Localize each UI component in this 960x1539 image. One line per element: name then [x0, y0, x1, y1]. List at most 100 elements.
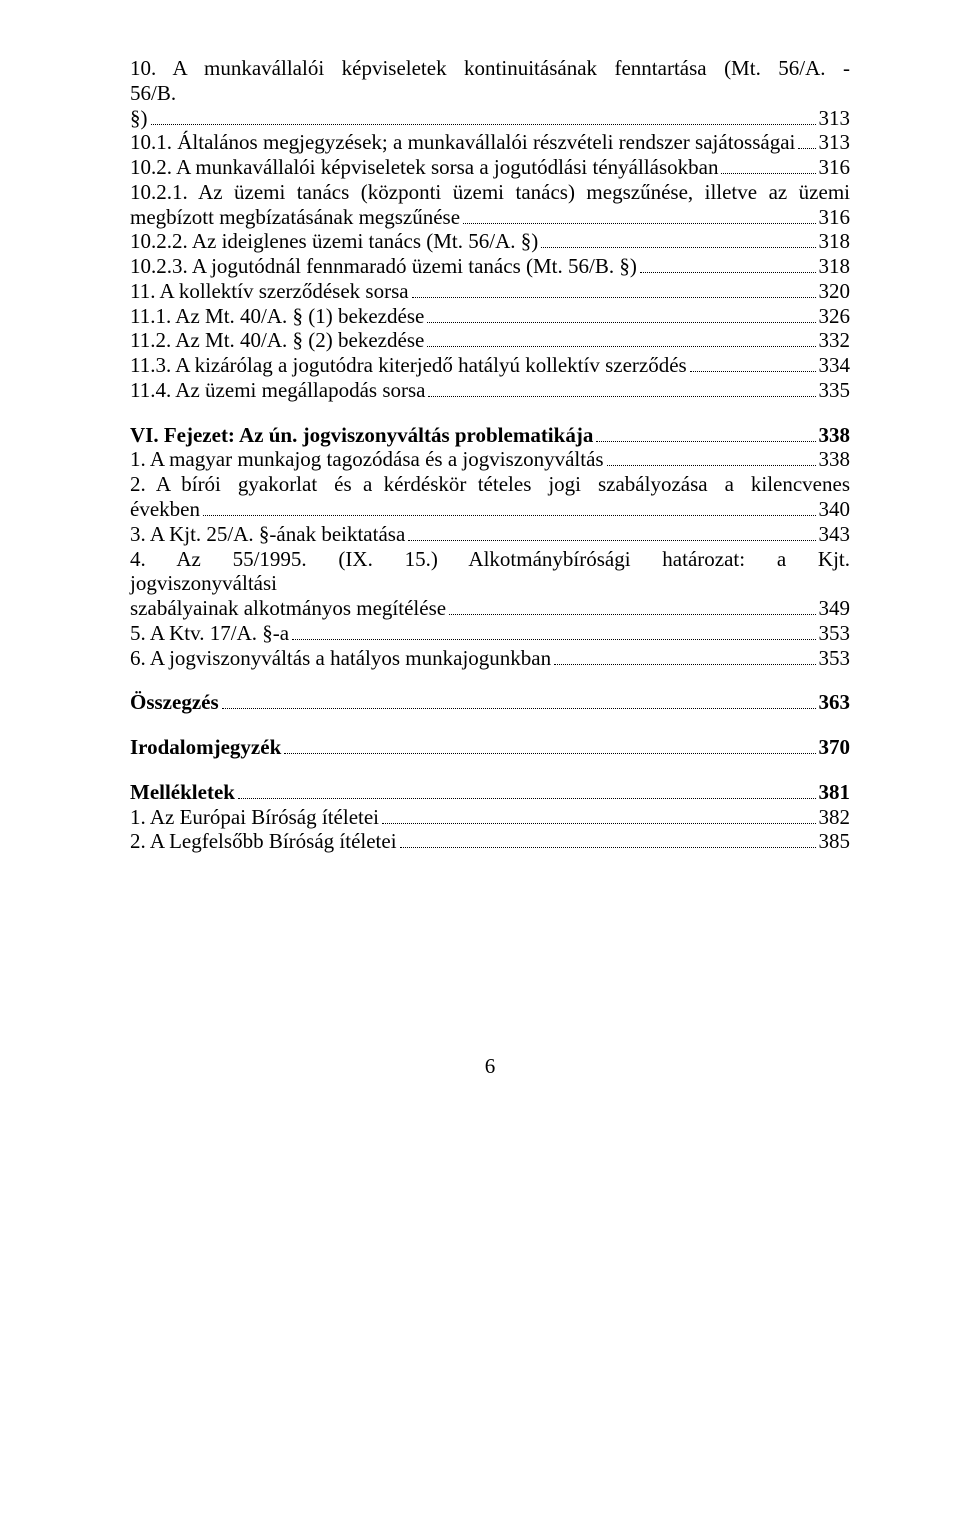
dot-leader: [408, 527, 815, 541]
blank-line: [130, 760, 850, 780]
toc-entry: 11. A kollektív szerződések sorsa 320: [130, 279, 850, 304]
toc-entry: VI. Fejezet: Az ún. jogviszonyváltás pro…: [130, 423, 850, 448]
toc-entry-page: 353: [819, 646, 851, 671]
toc-entry: szabályainak alkotmányos megítélése 349: [130, 596, 850, 621]
table-of-contents: 10. A munkavállalói képviseletek kontinu…: [130, 56, 850, 854]
dot-leader: [449, 601, 815, 615]
dot-leader: [541, 235, 815, 249]
page-number: 6: [130, 1054, 850, 1079]
toc-entry-label: 11.1. Az Mt. 40/A. § (1) bekezdése: [130, 304, 424, 329]
toc-entry-label: Mellékletek: [130, 780, 235, 805]
blank-line: [130, 403, 850, 423]
toc-entry: 3. A Kjt. 25/A. §-ának beiktatása 343: [130, 522, 850, 547]
toc-entry-page: 338: [819, 423, 851, 448]
toc-entry: 10.2.3. A jogutódnál fennmaradó üzemi ta…: [130, 254, 850, 279]
toc-entry-page: 318: [819, 229, 851, 254]
dot-leader: [382, 810, 815, 824]
dot-leader: [400, 835, 816, 849]
dot-leader: [554, 651, 815, 665]
toc-entry-page: 343: [819, 522, 851, 547]
toc-entry-label: 4. Az 55/1995. (IX. 15.) Alkotmánybírósá…: [130, 547, 850, 597]
toc-entry-label: 10.1. Általános megjegyzések; a munkavál…: [130, 130, 795, 155]
toc-entry-label: §): [130, 106, 148, 131]
toc-entry-label: VI. Fejezet: Az ún. jogviszonyváltás pro…: [130, 423, 593, 448]
toc-entry-label: 10. A munkavállalói képviseletek kontinu…: [130, 56, 850, 106]
dot-leader: [284, 741, 815, 755]
dot-leader: [607, 453, 816, 467]
toc-entry-page: 326: [819, 304, 851, 329]
toc-entry-page: 349: [819, 596, 851, 621]
toc-entry-page: 363: [819, 690, 851, 715]
toc-entry-label: Összegzés: [130, 690, 219, 715]
toc-entry: §) 313: [130, 106, 850, 131]
toc-entry-page: 332: [819, 328, 851, 353]
toc-entry: megbízott megbízatásának megszűnése 316: [130, 205, 850, 230]
toc-entry-page: 334: [819, 353, 851, 378]
toc-entry-page: 320: [819, 279, 851, 304]
toc-entry-label: 2. A bírói gyakorlat és a kérdéskör téte…: [130, 472, 850, 497]
toc-entry: Irodalomjegyzék 370: [130, 735, 850, 760]
dot-leader: [203, 502, 816, 516]
toc-entry-label: 11.4. Az üzemi megállapodás sorsa: [130, 378, 425, 403]
blank-line: [130, 715, 850, 735]
toc-entry: 11.3. A kizárólag a jogutódra kiterjedő …: [130, 353, 850, 378]
toc-entry-label: 3. A Kjt. 25/A. §-ának beiktatása: [130, 522, 405, 547]
toc-entry: 6. A jogviszonyváltás a hatályos munkajo…: [130, 646, 850, 671]
blank-line: [130, 670, 850, 690]
toc-entry-page: 316: [819, 155, 851, 180]
toc-entry-label: 1. A magyar munkajog tagozódása és a jog…: [130, 447, 604, 472]
dot-leader: [427, 309, 815, 323]
toc-entry-page: 313: [819, 106, 851, 131]
toc-entry-label: 11.2. Az Mt. 40/A. § (2) bekezdése: [130, 328, 424, 353]
toc-entry-label: Irodalomjegyzék: [130, 735, 281, 760]
toc-entry-label: 10.2.2. Az ideiglenes üzemi tanács (Mt. …: [130, 229, 538, 254]
toc-entry-page: 316: [819, 205, 851, 230]
toc-entry-page: 385: [819, 829, 851, 854]
dot-leader: [428, 383, 815, 397]
toc-entry: Összegzés 363: [130, 690, 850, 715]
toc-entry-label: 1. Az Európai Bíróság ítéletei: [130, 805, 379, 830]
toc-entry: 11.4. Az üzemi megállapodás sorsa335: [130, 378, 850, 403]
toc-entry-label: 6. A jogviszonyváltás a hatályos munkajo…: [130, 646, 551, 671]
toc-entry-label: években: [130, 497, 200, 522]
toc-entry-label: szabályainak alkotmányos megítélése: [130, 596, 446, 621]
dot-leader: [721, 160, 815, 174]
dot-leader: [151, 111, 816, 125]
toc-entry: 11.1. Az Mt. 40/A. § (1) bekezdése 326: [130, 304, 850, 329]
dot-leader: [690, 359, 816, 373]
dot-leader: [640, 260, 816, 274]
toc-entry: 2. A Legfelsőbb Bíróság ítéletei 385: [130, 829, 850, 854]
dot-leader: [292, 626, 815, 640]
toc-entry-label: 10.2. A munkavállalói képviseletek sorsa…: [130, 155, 718, 180]
toc-entry-page: 340: [819, 497, 851, 522]
toc-entry-page: 381: [819, 780, 851, 805]
dot-leader: [596, 428, 815, 442]
toc-entry-page: 382: [819, 805, 851, 830]
toc-entry: 10. A munkavállalói képviseletek kontinu…: [130, 56, 850, 106]
toc-entry-page: 370: [819, 735, 851, 760]
dot-leader: [222, 696, 816, 710]
toc-entry-label: 2. A Legfelsőbb Bíróság ítéletei: [130, 829, 397, 854]
document-page: 10. A munkavállalói képviseletek kontinu…: [0, 0, 960, 1135]
toc-entry: években 340: [130, 497, 850, 522]
dot-leader: [798, 136, 815, 150]
toc-entry: 10.2.1. Az üzemi tanács (központi üzemi …: [130, 180, 850, 205]
dot-leader: [238, 785, 816, 799]
toc-entry: 4. Az 55/1995. (IX. 15.) Alkotmánybírósá…: [130, 547, 850, 597]
toc-entry-label: megbízott megbízatásának megszűnése: [130, 205, 460, 230]
toc-entry: 2. A bírói gyakorlat és a kérdéskör téte…: [130, 472, 850, 497]
toc-entry-page: 338: [819, 447, 851, 472]
toc-entry: 10.2. A munkavállalói képviseletek sorsa…: [130, 155, 850, 180]
toc-entry: 11.2. Az Mt. 40/A. § (2) bekezdése 332: [130, 328, 850, 353]
toc-entry: 5. A Ktv. 17/A. §-a 353: [130, 621, 850, 646]
toc-entry-label: 10.2.1. Az üzemi tanács (központi üzemi …: [130, 180, 850, 205]
toc-entry-label: 11.3. A kizárólag a jogutódra kiterjedő …: [130, 353, 687, 378]
toc-entry: 10.2.2. Az ideiglenes üzemi tanács (Mt. …: [130, 229, 850, 254]
toc-entry-page: 318: [819, 254, 851, 279]
toc-entry: Mellékletek 381: [130, 780, 850, 805]
toc-entry-label: 11. A kollektív szerződések sorsa: [130, 279, 409, 304]
dot-leader: [463, 210, 815, 224]
toc-entry-page: 353: [819, 621, 851, 646]
toc-entry: 1. A magyar munkajog tagozódása és a jog…: [130, 447, 850, 472]
toc-entry-label: 5. A Ktv. 17/A. §-a: [130, 621, 289, 646]
